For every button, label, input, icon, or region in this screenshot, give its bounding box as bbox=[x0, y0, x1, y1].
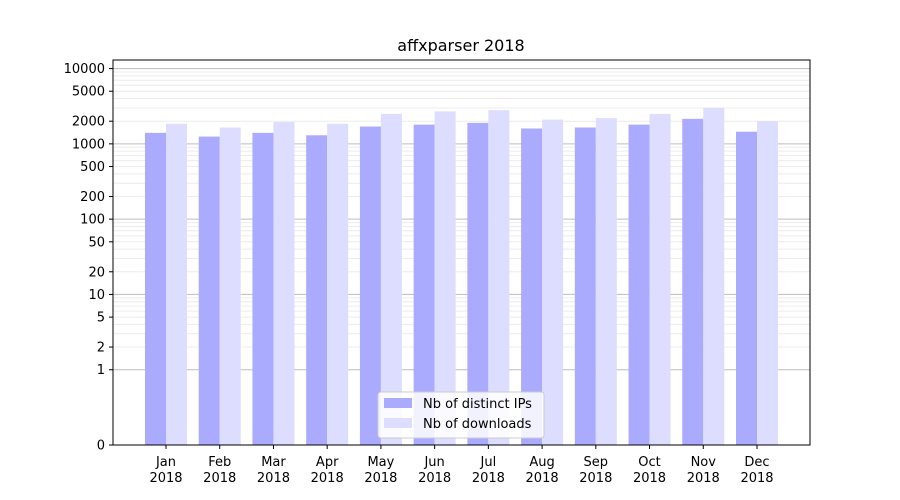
bar-distinct-ips bbox=[145, 132, 166, 445]
x-tick-label: Oct 2018 bbox=[633, 455, 666, 486]
bar-distinct-ips bbox=[736, 131, 757, 445]
x-tick-label: Apr 2018 bbox=[311, 455, 344, 486]
bar-distinct-ips bbox=[359, 126, 381, 446]
x-tick-label: Mar 2018 bbox=[257, 455, 290, 486]
y-tick-label: 1 bbox=[97, 363, 105, 378]
bar-downloads bbox=[166, 123, 187, 446]
bar-downloads bbox=[219, 127, 241, 445]
y-tick-label: 2 bbox=[97, 341, 105, 356]
plot-frame bbox=[112, 59, 811, 446]
bar-downloads bbox=[649, 113, 671, 445]
x-tick-label: May 2018 bbox=[364, 455, 397, 486]
x-tick-label: Nov 2018 bbox=[687, 455, 720, 486]
y-tick-label: 10000 bbox=[64, 62, 105, 77]
bar-distinct-ips bbox=[306, 135, 328, 445]
bar-distinct-ips bbox=[682, 118, 704, 445]
y-tick-label: 100 bbox=[80, 213, 105, 228]
x-tick-label: Aug 2018 bbox=[526, 455, 559, 486]
y-tick-label: 200 bbox=[80, 190, 105, 205]
y-tick-label: 1000 bbox=[72, 137, 105, 152]
bar-downloads bbox=[434, 111, 456, 445]
y-tick-label: 50 bbox=[88, 235, 105, 250]
bar-downloads bbox=[380, 113, 402, 445]
chart-title: affxparser 2018 bbox=[397, 36, 524, 55]
bars bbox=[145, 107, 778, 446]
legend-label: Nb of downloads bbox=[423, 417, 532, 432]
legend-swatch bbox=[384, 418, 412, 428]
y-tick-label: 2000 bbox=[72, 115, 105, 130]
y-tick-label: 0 bbox=[97, 439, 105, 454]
x-tick-label: Feb 2018 bbox=[203, 455, 236, 486]
bar-downloads bbox=[703, 107, 725, 445]
bar-distinct-ips bbox=[252, 132, 274, 445]
legend-label: Nb of distinct IPs bbox=[423, 397, 532, 412]
bar-distinct-ips bbox=[413, 124, 435, 445]
legend-box bbox=[377, 391, 545, 439]
y-tick-label: 5 bbox=[97, 311, 105, 326]
legend-swatch bbox=[384, 398, 412, 408]
bar-downloads bbox=[488, 110, 510, 445]
legend: Nb of distinct IPs Nb of downloads bbox=[377, 391, 545, 439]
x-axis: Jan 2018 Feb 2018 Mar 2018 Apr 2018 May 2018 Jun 20… bbox=[149, 445, 774, 486]
bar-downloads bbox=[273, 122, 295, 445]
bar-distinct-ips bbox=[198, 136, 220, 445]
y-tick-label: 500 bbox=[80, 160, 105, 175]
bar-downloads bbox=[757, 121, 778, 445]
x-tick-label: Dec 2018 bbox=[740, 455, 773, 486]
bar-distinct-ips bbox=[467, 122, 489, 445]
x-tick-label: Jan 2018 bbox=[149, 455, 182, 486]
x-tick-label: Jul 2018 bbox=[472, 455, 505, 486]
y-tick-label: 5000 bbox=[72, 85, 105, 100]
bar-distinct-ips bbox=[574, 127, 596, 445]
y-tick-label: 20 bbox=[88, 265, 105, 280]
bar-distinct-ips bbox=[628, 124, 650, 445]
x-tick-label: Jun 2018 bbox=[418, 455, 451, 486]
y-axis: 0 1 2 5 10 20 50 100 200 500 1000 2000 5000 10000 bbox=[64, 62, 113, 454]
y-tick-label: 10 bbox=[88, 288, 105, 303]
bar-downloads bbox=[542, 119, 564, 446]
x-tick-label: Sep 2018 bbox=[579, 455, 612, 486]
bar-distinct-ips bbox=[521, 128, 543, 445]
bar-downloads bbox=[327, 123, 349, 446]
bar-downloads bbox=[595, 118, 617, 446]
